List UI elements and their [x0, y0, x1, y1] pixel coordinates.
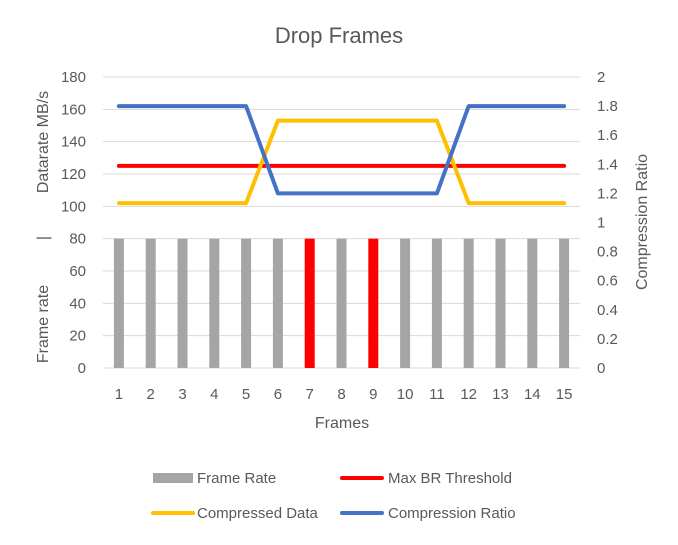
x-axis-ticks: 1 2 3 4 5 6 7 8 9 10 11 12 13 14 15	[115, 386, 573, 403]
left-tick-label: 180	[61, 69, 86, 86]
legend: Frame Rate Max BR Threshold Compressed D…	[151, 470, 516, 522]
legend-item-frame-rate: Frame Rate	[153, 470, 276, 487]
bar-frame-rate	[495, 238, 506, 368]
left-tick-label: 40	[69, 295, 86, 312]
right-tick-label: 2	[597, 69, 605, 86]
bar-frame-rate	[241, 238, 252, 368]
left-tick-label: 20	[69, 328, 86, 345]
x-tick-label: 6	[274, 386, 282, 403]
right-tick-label: 1	[597, 215, 605, 232]
chart-title: Drop Frames	[275, 23, 403, 48]
x-tick-label: 5	[242, 386, 250, 403]
right-tick-label: 1.8	[597, 98, 618, 115]
bar-dropped-frame	[368, 238, 379, 368]
right-tick-label: 0.4	[597, 302, 618, 319]
left-tick-label: 100	[61, 198, 86, 215]
bar-frame-rate	[527, 238, 538, 368]
bar-frame-rate	[559, 238, 570, 368]
bar-frame-rate	[431, 238, 442, 368]
left-axis-ticks: 0 20 40 60 80 100 120 140 160 180	[61, 69, 86, 377]
bar-frame-rate	[113, 238, 124, 368]
line-compressed-data	[116, 118, 567, 206]
right-tick-label: 0.2	[597, 331, 618, 348]
left-tick-label: 80	[69, 231, 86, 248]
legend-label-max-br-threshold: Max BR Threshold	[388, 470, 512, 487]
x-tick-label: 15	[556, 386, 573, 403]
right-tick-label: 1.6	[597, 127, 618, 144]
right-tick-label: 0.6	[597, 273, 618, 290]
y-axis-label-separator: |	[35, 236, 52, 240]
x-tick-label: 7	[306, 386, 314, 403]
x-tick-label: 2	[147, 386, 155, 403]
bar-frame-rate	[463, 238, 474, 368]
right-tick-label: 1.4	[597, 156, 618, 173]
x-tick-label: 11	[429, 386, 445, 403]
x-tick-label: 10	[397, 386, 414, 403]
bar-frame-rate	[145, 238, 156, 368]
right-tick-label: 1.2	[597, 185, 618, 202]
legend-item-compressed-data: Compressed Data	[151, 505, 319, 522]
legend-label-compression-ratio: Compression Ratio	[388, 505, 516, 522]
bar-frame-rate	[400, 238, 411, 368]
x-tick-label: 8	[337, 386, 345, 403]
right-axis-ticks: 0 0.2 0.4 0.6 0.8 1 1.2 1.4 1.6 1.8 2	[597, 69, 618, 377]
bar-frame-rate	[272, 238, 283, 368]
bar-frame-rate	[336, 238, 347, 368]
left-tick-label: 60	[69, 263, 86, 280]
series-lines	[116, 104, 567, 206]
x-tick-label: 12	[460, 386, 477, 403]
bar-frame-rate	[177, 238, 188, 368]
right-tick-label: 0	[597, 360, 605, 377]
legend-label-compressed-data: Compressed Data	[197, 505, 319, 522]
left-tick-label: 120	[61, 166, 86, 183]
frame-rate-bars	[113, 238, 570, 368]
right-tick-label: 0.8	[597, 244, 618, 261]
legend-item-compression-ratio: Compression Ratio	[340, 505, 516, 522]
legend-swatch-frame-rate	[153, 473, 193, 483]
legend-item-max-br-threshold: Max BR Threshold	[340, 470, 512, 487]
left-tick-label: 160	[61, 101, 86, 118]
legend-label-frame-rate: Frame Rate	[197, 470, 276, 487]
x-tick-label: 9	[369, 386, 377, 403]
x-tick-label: 3	[178, 386, 186, 403]
bar-dropped-frame	[304, 238, 315, 368]
y-axis-label-datarate: Datarate MB/s	[35, 91, 52, 193]
left-tick-label: 0	[78, 360, 86, 377]
x-tick-label: 13	[492, 386, 509, 403]
bar-frame-rate	[209, 238, 220, 368]
left-tick-label: 140	[61, 134, 86, 151]
y-axis-label-frame-rate: Frame rate	[35, 285, 52, 363]
x-tick-label: 14	[524, 386, 541, 403]
y-axis-label-compression-ratio: Compression Ratio	[634, 154, 651, 290]
x-tick-label: 4	[210, 386, 218, 403]
line-compression-ratio	[116, 104, 567, 196]
x-tick-label: 1	[115, 386, 123, 403]
x-axis-label: Frames	[315, 415, 369, 432]
